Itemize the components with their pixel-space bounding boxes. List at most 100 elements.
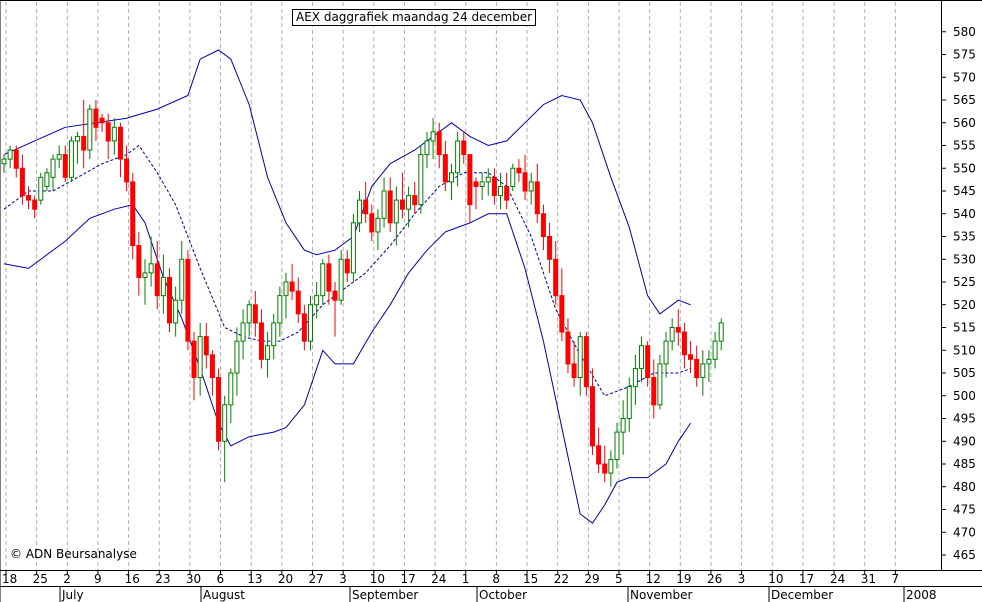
candle — [75, 131, 81, 164]
candle — [534, 163, 540, 223]
candle — [344, 250, 350, 282]
candle-body — [479, 181, 485, 187]
candle-body — [289, 281, 295, 292]
x-tick-label: 13 — [247, 572, 262, 586]
x-tick-label: 10 — [768, 572, 783, 586]
candle-body — [32, 199, 38, 210]
x-tick-label: 9 — [94, 572, 102, 586]
candle — [712, 332, 718, 369]
month-label: August — [203, 588, 245, 602]
candle — [93, 100, 99, 141]
candle — [142, 259, 148, 305]
y-tick-label: 505 — [953, 366, 976, 380]
candle — [387, 177, 393, 232]
candle-body — [173, 299, 179, 324]
candle — [657, 354, 663, 410]
candle — [424, 131, 430, 169]
candle-body — [639, 345, 645, 369]
candle — [216, 368, 222, 451]
candle — [559, 268, 565, 342]
month-label: December — [771, 588, 833, 602]
candle — [117, 122, 123, 178]
x-tick-label: 3 — [738, 572, 746, 586]
candle — [38, 172, 44, 205]
candle-body — [209, 354, 215, 379]
candle — [510, 163, 516, 191]
y-tick-label: 575 — [953, 48, 976, 62]
candle — [308, 295, 313, 351]
candle — [56, 145, 62, 169]
candle — [620, 400, 626, 455]
candle — [332, 282, 338, 337]
candle — [700, 350, 706, 396]
chart-title: AEX daggrafiek maandag 24 december — [292, 9, 537, 26]
candle-body — [19, 167, 25, 197]
x-tick-label: 16 — [125, 572, 140, 586]
candle-body — [234, 340, 240, 374]
x-tick-label: 22 — [554, 572, 569, 586]
candle-body — [246, 304, 252, 324]
candle — [663, 332, 669, 378]
copyright-label: © ADN Beursanalyse — [10, 547, 137, 561]
x-tick-label: 19 — [676, 572, 691, 586]
candle-body — [399, 199, 405, 210]
candle — [461, 131, 467, 164]
candle — [504, 172, 510, 210]
candle-body — [44, 172, 50, 187]
candle — [19, 154, 25, 205]
candle — [7, 145, 13, 169]
candle-body — [577, 336, 583, 379]
candlesticks — [1, 100, 724, 487]
x-tick-label: 12 — [646, 572, 661, 586]
candle-body — [13, 149, 19, 169]
x-axis: 18 25 2 9 16 23 30 6 13 20 27 3 10 17 24 1 8 15 22 29 5 12 19 2… — [2, 570, 899, 586]
candle — [375, 209, 381, 251]
candle-body — [571, 363, 577, 379]
candle-body — [418, 154, 424, 206]
candle-body — [688, 354, 694, 360]
candle — [357, 191, 363, 232]
candle-body — [258, 322, 264, 360]
x-tick-label: 15 — [523, 572, 538, 586]
candle-body — [553, 258, 559, 297]
candle-body — [191, 340, 197, 379]
candle — [442, 140, 448, 191]
candle — [479, 172, 485, 201]
candle-body — [26, 195, 32, 201]
x-tick-label: 24 — [830, 572, 845, 586]
candle — [485, 168, 491, 196]
candle — [455, 131, 461, 187]
candle-body — [56, 154, 62, 160]
y-tick-label: 475 — [953, 503, 976, 517]
candle-body — [718, 322, 724, 342]
candle — [277, 286, 283, 337]
candle — [265, 332, 271, 378]
candle — [167, 268, 173, 333]
candle — [547, 222, 553, 273]
candle — [602, 445, 608, 483]
candle-body — [712, 340, 718, 360]
candle — [706, 350, 712, 383]
x-tick-label: 18 — [2, 572, 17, 586]
candle-body — [614, 431, 620, 460]
candle-body — [485, 176, 491, 183]
y-tick-label: 515 — [953, 321, 976, 335]
candle — [516, 159, 522, 182]
candle — [320, 259, 326, 305]
candle-body — [50, 158, 56, 178]
candle-body — [350, 222, 356, 274]
candle-body — [203, 336, 209, 356]
candle — [571, 341, 577, 387]
y-tick-label: 470 — [953, 525, 976, 539]
candle — [645, 341, 651, 387]
x-tick-label: 23 — [155, 572, 170, 586]
candle-body — [185, 258, 191, 342]
candle — [222, 395, 228, 483]
candle-body — [308, 304, 313, 342]
candle-body — [7, 149, 13, 160]
candle-body — [596, 445, 602, 465]
y-tick-label: 560 — [953, 116, 976, 130]
candle-body — [583, 336, 589, 388]
candle-body — [314, 295, 320, 306]
candle-body — [216, 377, 222, 442]
